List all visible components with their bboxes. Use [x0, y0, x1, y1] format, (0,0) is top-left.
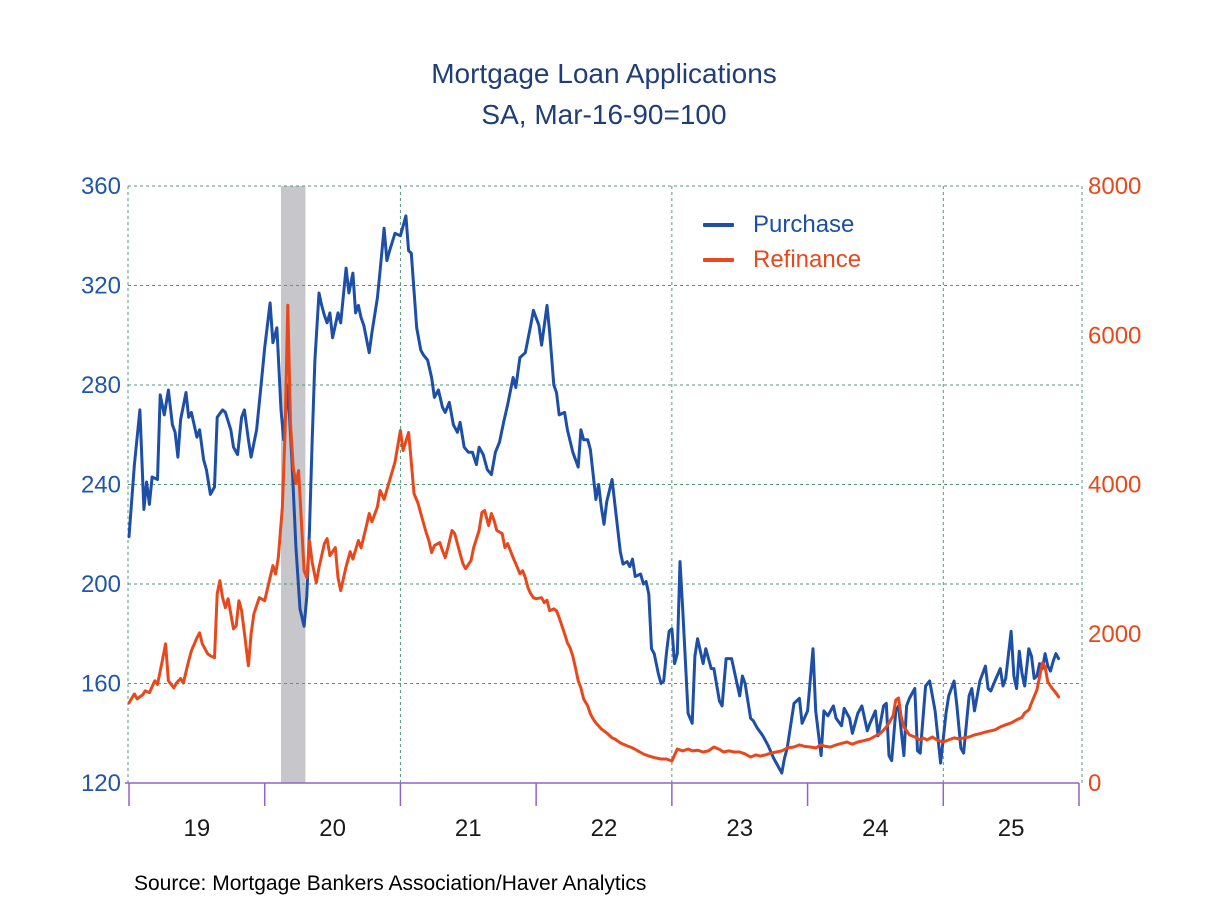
purchase-line [127, 214, 1061, 775]
right-axis-tick-label: 2000 [1088, 621, 1141, 648]
right-axis-tick-label: 6000 [1088, 322, 1141, 349]
left-axis-tick-label: 160 [81, 671, 121, 698]
x-axis-year-label: 21 [455, 815, 482, 842]
x-axis-year-label: 24 [862, 815, 889, 842]
x-axis-year-label: 25 [998, 815, 1025, 842]
legend-label-purchase: Purchase [753, 210, 855, 238]
chart-subtitle: SA, Mar-16-90=100 [481, 98, 727, 130]
left-axis-tick-label: 360 [81, 173, 121, 200]
chart-title: Mortgage Loan Applications [431, 58, 777, 89]
x-axis-year-label: 19 [184, 815, 211, 842]
left-axis-tick-label: 280 [81, 372, 121, 399]
x-axis-year-label: 22 [591, 815, 618, 842]
chart-title-block: Mortgage Loan Applications SA, Mar-16-90… [0, 54, 1208, 135]
left-axis-tick-label: 120 [81, 770, 121, 797]
source-note: Source: Mortgage Bankers Association/Hav… [134, 872, 647, 895]
refinance-line-swatch [703, 257, 734, 262]
left-axis-tick-label: 320 [81, 273, 121, 300]
legend-label-refinance: Refinance [753, 245, 862, 273]
refinance-line [127, 303, 1061, 763]
left-axis-tick-label: 200 [81, 571, 121, 598]
right-axis-tick-label: 4000 [1088, 472, 1141, 499]
right-axis-tick-label: 0 [1088, 770, 1101, 797]
legend-item-purchase: Purchase [703, 207, 861, 242]
x-axis-year-label: 20 [319, 815, 346, 842]
x-axis-year-label: 23 [726, 815, 753, 842]
legend-item-refinance: Refinance [703, 242, 861, 277]
left-axis-tick-label: 240 [81, 472, 121, 499]
purchase-line-swatch [703, 222, 734, 227]
legend: Purchase Refinance [703, 207, 861, 277]
right-axis-tick-label: 8000 [1088, 173, 1141, 200]
